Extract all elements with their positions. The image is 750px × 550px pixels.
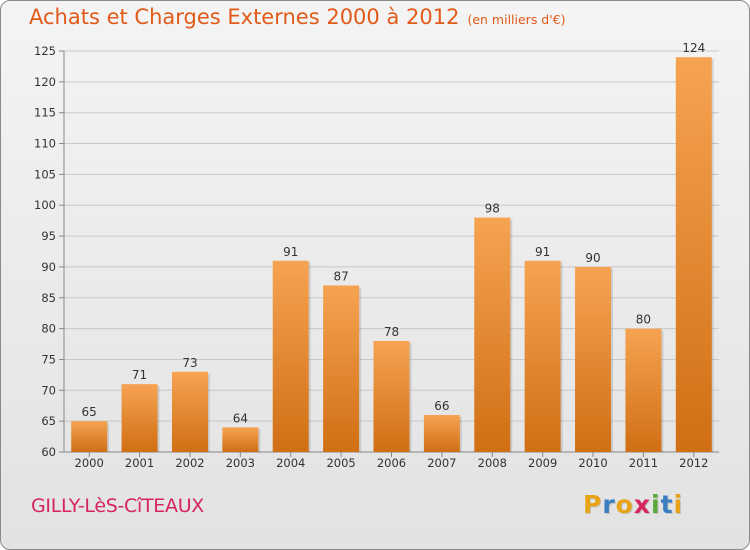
bar-value-label: 91 bbox=[283, 245, 298, 259]
x-tick-label: 2009 bbox=[528, 456, 557, 470]
x-tick-label: 2008 bbox=[478, 456, 507, 470]
x-tick-label: 2001 bbox=[125, 456, 154, 470]
logo-letter: r bbox=[602, 490, 616, 519]
x-tick-label: 2012 bbox=[679, 456, 708, 470]
y-tick-label: 60 bbox=[41, 445, 56, 459]
bar-2005 bbox=[323, 285, 360, 452]
commune-name: GILLY-LèS-CîTEAUX bbox=[31, 495, 205, 517]
bar-2001 bbox=[121, 384, 158, 452]
y-tick-label: 125 bbox=[34, 44, 56, 58]
logo-letter: o bbox=[615, 490, 634, 519]
bar-value-label: 71 bbox=[132, 368, 147, 382]
x-tick-label: 2004 bbox=[276, 456, 305, 470]
bar-value-label: 65 bbox=[82, 405, 97, 419]
proxiti-logo[interactable]: Proxiti bbox=[583, 490, 683, 519]
logo-letter: x bbox=[633, 490, 651, 519]
y-tick-label: 65 bbox=[41, 414, 56, 428]
x-tick-label: 2000 bbox=[75, 456, 104, 470]
chart-unit: (en milliers d'€) bbox=[467, 12, 566, 27]
x-tick-label: 2003 bbox=[226, 456, 255, 470]
y-tick-label: 70 bbox=[41, 383, 56, 397]
bar-value-label: 66 bbox=[434, 399, 449, 413]
x-tick-label: 2007 bbox=[427, 456, 456, 470]
x-tick-label: 2002 bbox=[175, 456, 204, 470]
y-tick-label: 100 bbox=[34, 198, 56, 212]
bar-2008 bbox=[474, 217, 511, 452]
labels: 60 65 70 75 80 85 90 95 100 105 110 115 120 125 65 2000… bbox=[34, 41, 708, 470]
bar-value-label: 78 bbox=[384, 325, 399, 339]
bar-2003 bbox=[222, 427, 259, 452]
chart-title-text: Achats et Charges Externes 2000 à 2012 bbox=[29, 5, 460, 29]
bar-2002 bbox=[171, 371, 208, 452]
bar-value-label: 124 bbox=[682, 41, 705, 55]
logo-letter: i bbox=[651, 490, 661, 519]
bar-2011 bbox=[625, 328, 662, 452]
bars bbox=[71, 57, 714, 453]
bar-value-label: 73 bbox=[182, 356, 197, 370]
y-tick-label: 85 bbox=[41, 291, 56, 305]
logo-letter: t bbox=[660, 490, 674, 519]
chart-title: Achats et Charges Externes 2000 à 2012 (e… bbox=[29, 5, 566, 29]
y-tick-label: 110 bbox=[34, 137, 56, 151]
y-tick-label: 95 bbox=[41, 229, 56, 243]
bar-2010 bbox=[575, 266, 612, 452]
bar-value-label: 90 bbox=[585, 251, 600, 265]
bar-2007 bbox=[423, 414, 460, 452]
bar-2006 bbox=[373, 340, 410, 452]
y-tick-label: 80 bbox=[41, 322, 56, 336]
logo-letter: i bbox=[673, 490, 684, 519]
bar-value-label: 80 bbox=[636, 313, 651, 327]
y-tick-label: 90 bbox=[41, 260, 56, 274]
y-tick-label: 115 bbox=[34, 106, 56, 120]
bar-2000 bbox=[71, 421, 108, 452]
x-tick-label: 2006 bbox=[377, 456, 406, 470]
y-tick-label: 105 bbox=[34, 167, 56, 181]
x-tick-label: 2011 bbox=[629, 456, 658, 470]
y-tick-label: 75 bbox=[41, 352, 56, 366]
bar-2012 bbox=[675, 57, 712, 453]
bar-2009 bbox=[524, 260, 561, 452]
bar-value-label: 87 bbox=[333, 269, 348, 283]
logo-letter: P bbox=[583, 490, 603, 519]
bar-value-label: 91 bbox=[535, 245, 550, 259]
bar-value-label: 98 bbox=[485, 202, 500, 216]
bar-2004 bbox=[272, 260, 309, 452]
x-tick-label: 2005 bbox=[326, 456, 355, 470]
bar-value-label: 64 bbox=[233, 411, 248, 425]
x-tick-label: 2010 bbox=[578, 456, 607, 470]
y-tick-label: 120 bbox=[34, 75, 56, 89]
